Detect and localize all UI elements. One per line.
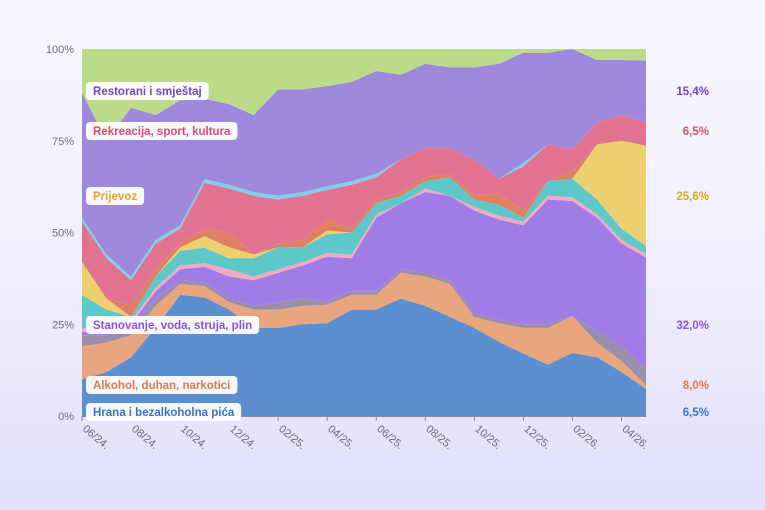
series-name-label: Hrana i bezalkoholna pića	[93, 407, 235, 419]
x-tick-label: 06/24.	[80, 423, 111, 452]
area-stanovanje-voda-struja-plin	[82, 192, 646, 370]
x-axis-ticks: 06/24. 08/24. 10/24. 12/24. 02/25. 04/25. 06/2…	[80, 416, 651, 452]
area-rekreacija-sport-kultura	[82, 115, 646, 306]
x-tick-label: 10/25.	[472, 423, 503, 452]
series-label-pill: Restorani i smještaj	[86, 82, 209, 100]
series-name-label: Restorani i smještaj	[93, 86, 202, 98]
series-labels: Hrana i bezalkoholna pića Alkohol, duhan,…	[86, 82, 260, 421]
x-tick-label: 12/25.	[521, 423, 552, 452]
series-end-value: 8,0%	[683, 380, 709, 392]
series-name-label: Rekreacija, sport, kultura	[93, 126, 231, 138]
y-tick-label: 50%	[52, 228, 74, 240]
series-name-label: Alkohol, duhan, narkotici	[93, 380, 230, 392]
label-pill-background	[86, 376, 238, 394]
series-end-value: 6,5%	[683, 407, 709, 419]
x-tick-label: 02/25.	[276, 423, 307, 452]
series-end-value: 32,0%	[676, 320, 709, 332]
series-name-label: Prijevoz	[93, 191, 137, 203]
x-tick-label: 04/26.	[620, 423, 651, 452]
label-pill-background	[86, 403, 242, 421]
x-tick-label: 06/25.	[374, 423, 405, 452]
x-tick-label: 08/25.	[423, 423, 454, 452]
x-tick-label: 12/24.	[227, 423, 258, 452]
x-tick-label: 10/24.	[178, 423, 209, 452]
x-tick-label: 04/25.	[325, 423, 356, 452]
series-name-label: Stanovanje, voda, struja, plin	[93, 320, 252, 332]
area-prijevoz	[82, 140, 646, 317]
label-pill-background	[86, 122, 238, 140]
label-pill-background	[86, 82, 209, 100]
label-pill-background	[86, 316, 260, 334]
series-end-value: 6,5%	[683, 126, 709, 138]
area-series-3	[82, 269, 646, 386]
series-end-value: 15,4%	[676, 86, 709, 98]
series-label-pill: Alkohol, duhan, narkotici	[86, 376, 238, 394]
y-tick-label: 75%	[52, 136, 74, 148]
area-series-6	[82, 177, 646, 328]
series-label-pill: Rekreacija, sport, kultura	[86, 122, 238, 140]
y-axis-ticks: 0% 25% 50% 75% 100%	[46, 44, 74, 423]
y-tick-label: 0%	[58, 411, 74, 423]
y-tick-label: 100%	[46, 44, 74, 56]
series-end-value: 25,6%	[676, 191, 709, 203]
label-pill-background	[86, 187, 145, 205]
x-tick-label: 08/24.	[129, 423, 160, 452]
end-value-labels: 6,5% 8,0% 32,0% 25,6% 6,5% 15,4%	[676, 86, 709, 419]
series-label-pill: Stanovanje, voda, struja, plin	[86, 316, 260, 334]
area-restorani-i-smještaj	[82, 49, 646, 277]
area-alkohol-duhan-narkotici	[82, 272, 646, 389]
series-label-pill: Hrana i bezalkoholna pića	[86, 403, 242, 421]
series-label-pill: Prijevoz	[86, 187, 145, 205]
area-series-10	[82, 115, 646, 281]
x-tick-label: 02/26.	[571, 423, 602, 452]
area-series-12	[82, 49, 646, 141]
y-tick-label: 25%	[52, 319, 74, 331]
area-series-8	[82, 140, 646, 317]
area-series-group	[82, 49, 646, 416]
